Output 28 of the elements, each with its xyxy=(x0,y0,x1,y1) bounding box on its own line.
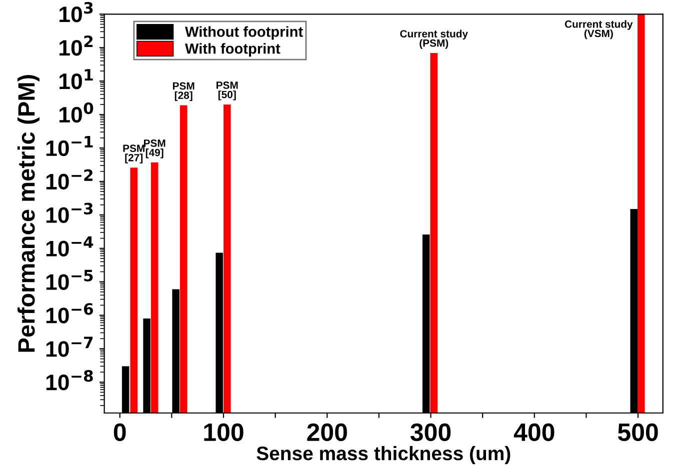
y-axis-title: Performance metric (PM) xyxy=(17,75,40,352)
y-tick-label: 10$^{0}$ xyxy=(60,102,94,123)
y-tick-label: 10$^{−6}$ xyxy=(46,303,93,324)
y-tick-label: 10$^{1}$ xyxy=(60,69,93,90)
x-axis-title: Sense mass thickness (um) xyxy=(256,446,510,464)
y-tick-label: 10$^{−8}$ xyxy=(46,370,93,390)
annotation: Current study (PSM) xyxy=(400,30,468,49)
x-tick-label: 100 xyxy=(204,423,244,442)
x-tick-label: 0 xyxy=(114,423,126,442)
y-tick-label: 10$^{−3}$ xyxy=(46,202,93,224)
x-tick-label: 500 xyxy=(618,423,658,442)
annotation: PSM [27] xyxy=(123,144,144,164)
annotation: PSM [49] xyxy=(144,140,166,158)
x-tick-label: 300 xyxy=(410,423,451,442)
y-tick-label: 10$^{2}$ xyxy=(60,35,93,56)
annotation: PSM [50] xyxy=(216,82,238,100)
annotation: Current study (VSM) xyxy=(564,20,633,40)
y-tick-label: 10$^{−4}$ xyxy=(46,236,94,256)
y-tick-label: 10$^{−5}$ xyxy=(46,270,93,290)
x-tick-label: 400 xyxy=(514,423,554,442)
annotation: PSM [28] xyxy=(173,82,194,102)
y-tick-label: 10$^{−7}$ xyxy=(46,336,93,357)
y-tick-label: 10$^{−2}$ xyxy=(46,169,92,190)
x-tick-label: 200 xyxy=(307,423,347,442)
legend-label: Without footprint xyxy=(185,26,303,40)
legend-label: With footprint xyxy=(185,43,280,57)
y-tick-label: 10$^{−1}$ xyxy=(46,136,93,156)
y-tick-label: 10$^{3}$ xyxy=(60,2,93,22)
